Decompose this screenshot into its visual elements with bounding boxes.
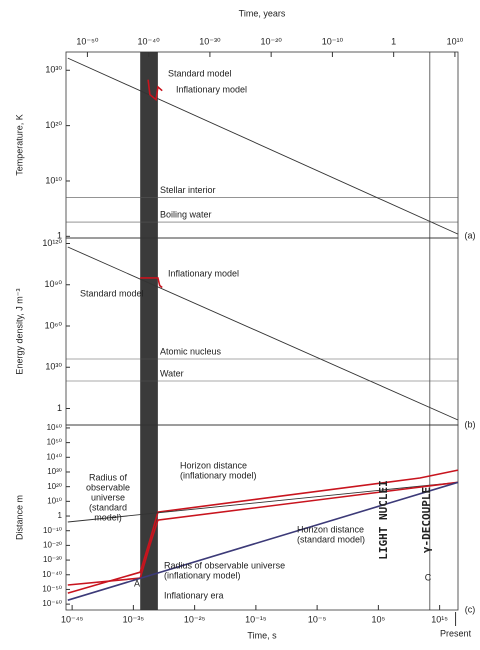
annotation: (b) (465, 419, 476, 429)
annotation: Radius of observable universe (164, 560, 285, 570)
annotation: (a) (465, 230, 476, 240)
x-tick-label: 10⁻¹⁵ (245, 614, 267, 624)
y-tick-label: 10³⁰ (45, 362, 62, 372)
annotation: γ-DECOUPLE (420, 487, 433, 553)
y-axis-label: Energy density, J m⁻³ (14, 288, 24, 374)
annotation: observable (86, 482, 130, 492)
annotation: A (134, 578, 140, 588)
reference-label: Boiling water (160, 209, 212, 219)
inflation-band (140, 52, 158, 610)
x-axis-label: Time, s (247, 630, 277, 640)
annotation: Inflationary model (168, 268, 239, 278)
series-line (67, 481, 459, 586)
y-tick-label: 10⁴⁰ (46, 452, 62, 461)
y-tick-label: 10⁻⁵⁰ (42, 585, 62, 594)
panel-frame (65, 424, 459, 611)
y-tick-label: 10¹⁰ (47, 496, 62, 505)
y-tick-label: 10⁶⁰ (47, 423, 62, 432)
y-axis-label: Temperature, K (14, 114, 24, 176)
annotation: Horizon distance (297, 524, 364, 534)
top-tick-label: 10⁻²⁰ (260, 36, 282, 46)
annotation: (standard (89, 502, 127, 512)
x-tick-label: 10⁵ (372, 614, 386, 624)
annotation: (standard model) (297, 534, 365, 544)
y-tick-label: 10⁻¹⁰ (43, 526, 62, 535)
y-tick-label: 10³⁰ (45, 65, 62, 75)
series-line (67, 469, 459, 594)
y-tick-label: 10⁵⁰ (47, 438, 62, 447)
y-tick-label: 10⁻⁶⁰ (42, 599, 62, 608)
annotation: Standard model (168, 68, 232, 78)
annotation: C (425, 572, 432, 582)
top-tick-label: 10⁻⁴⁰ (138, 36, 161, 46)
x-tick-label: 10⁻³⁵ (123, 614, 145, 624)
panel-frame (65, 51, 459, 239)
series-line (67, 57, 459, 235)
top-tick-label: 1 (391, 36, 396, 46)
y-tick-label: 10⁻³⁰ (43, 555, 62, 564)
x-tick-label: 10¹⁵ (431, 614, 448, 624)
y-tick-label: 1 (57, 403, 62, 413)
y-tick-label: 10²⁰ (47, 482, 62, 491)
panel-frame (65, 237, 459, 426)
top-tick-label: 10⁻¹⁰ (322, 36, 344, 46)
present-label: Present (440, 628, 472, 638)
reference-label: Water (160, 368, 184, 378)
y-axis-label: Distance m (14, 495, 24, 540)
x-tick-label: 10⁻⁴⁵ (61, 614, 84, 624)
y-tick-label: 10¹⁰ (45, 175, 62, 185)
top-tick-label: 10⁻⁵⁰ (76, 36, 98, 46)
series-line (67, 481, 459, 601)
annotation: Horizon distance (180, 460, 247, 470)
series-line (67, 246, 459, 421)
annotation: LIGHT NUCLEI (377, 480, 390, 559)
y-tick-label: 10⁶⁰ (45, 320, 63, 330)
annotation: Radius of (89, 472, 128, 482)
y-tick-label: 10²⁰ (45, 120, 62, 130)
reference-label: Atomic nucleus (160, 346, 222, 356)
annotation: Standard model (80, 288, 144, 298)
annotation: universe (91, 492, 125, 502)
annotation: (inflationary model) (180, 470, 257, 480)
y-tick-label: 10³⁰ (47, 467, 62, 476)
reference-label: Stellar interior (160, 185, 216, 195)
series-line (140, 277, 163, 289)
y-tick-label: 10⁻²⁰ (43, 541, 62, 550)
y-tick-label: 10⁹⁰ (45, 279, 63, 289)
top-tick-label: 10⁻³⁰ (199, 36, 221, 46)
top-tick-label: 10¹⁰ (447, 36, 464, 46)
y-tick-label: 1 (57, 231, 62, 241)
annotation: (inflationary model) (164, 570, 241, 580)
top-axis-label: Time, years (239, 8, 286, 18)
y-tick-label: 1 (58, 511, 63, 520)
series-line (147, 79, 163, 102)
series-line (67, 481, 459, 523)
x-tick-label: 10⁻⁵ (308, 614, 327, 624)
y-tick-label: 10¹²⁰ (42, 238, 62, 248)
annotation: model) (94, 512, 122, 522)
x-tick-label: 10⁻²⁵ (184, 614, 206, 624)
annotation: Inflationary era (164, 590, 224, 600)
y-tick-label: 10⁻⁴⁰ (42, 570, 62, 579)
annotation: (c) (465, 604, 476, 614)
annotation: Inflationary model (176, 84, 247, 94)
